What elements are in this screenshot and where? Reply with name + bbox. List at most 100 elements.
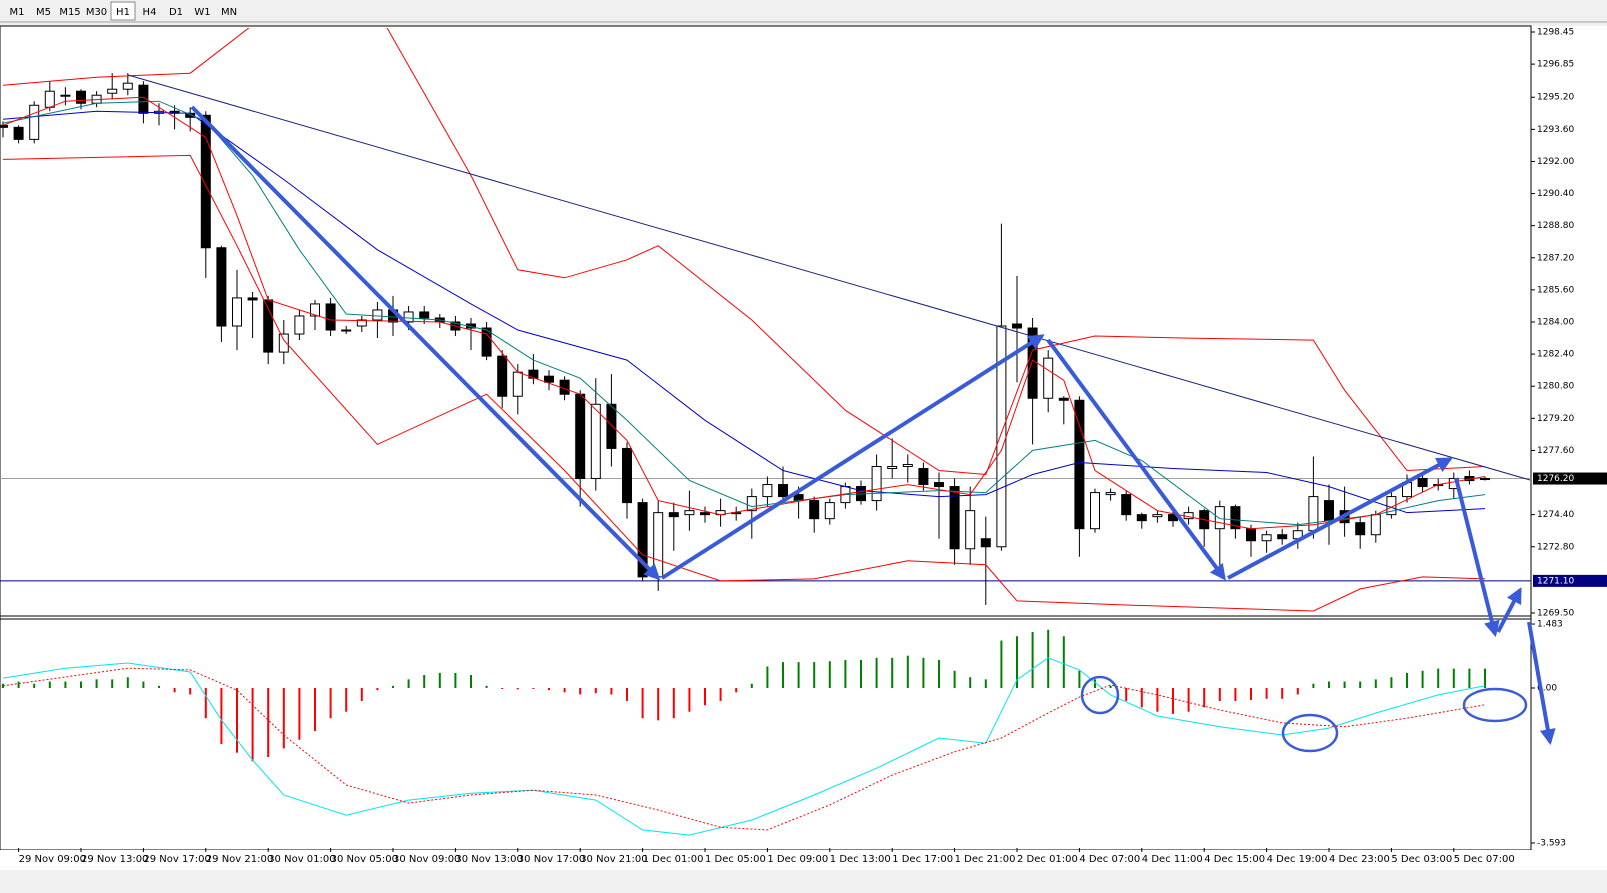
x-tick-label: 29 Nov 21:00 — [206, 854, 273, 865]
histogram-bar — [672, 688, 675, 719]
histogram-bar — [2, 683, 4, 689]
histogram-bar — [1047, 629, 1050, 689]
price-label-bg — [1533, 472, 1607, 485]
candle-body — [1012, 323, 1022, 329]
x-tick-label: 1 Dec 09:00 — [767, 854, 828, 865]
histogram-bar — [470, 675, 472, 689]
y-tick-label: 1284.00 — [1537, 318, 1574, 328]
histogram-bar — [80, 681, 82, 689]
y-tick-label: -3.593 — [1537, 838, 1566, 848]
histogram-bar — [95, 679, 98, 689]
candle-body — [1230, 506, 1241, 530]
y-tick-label: 1279.20 — [1537, 414, 1574, 424]
trend-line — [127, 74, 1531, 481]
indicator-line — [2, 667, 1486, 831]
y-tick-label: 1280.80 — [1537, 382, 1574, 392]
candle-body — [247, 297, 258, 301]
histogram-bar — [376, 688, 379, 691]
candle-body — [1277, 534, 1288, 540]
histogram-bar — [501, 688, 504, 690]
candle-body — [419, 311, 430, 319]
histogram-bar — [704, 688, 706, 706]
histogram-bar — [173, 688, 176, 693]
timeframe-button[interactable]: M30 — [86, 7, 107, 18]
candle-body — [44, 90, 55, 108]
histogram-bar — [891, 657, 894, 689]
candle-body — [1136, 514, 1147, 522]
candle-body — [13, 126, 24, 140]
histogram-bar — [1078, 670, 1081, 689]
histogram-bar — [1484, 668, 1486, 689]
candle-body — [1214, 506, 1225, 530]
timeframe-button[interactable]: MN — [221, 7, 237, 18]
candle-body — [325, 303, 336, 331]
y-tick-label: 1.483 — [1537, 620, 1563, 630]
histogram-bar — [766, 666, 769, 689]
y-tick-label: 1287.20 — [1537, 253, 1574, 263]
candle-body — [778, 484, 788, 498]
histogram-bar — [64, 681, 67, 689]
candle-body — [200, 114, 211, 249]
histogram-bar — [126, 677, 129, 689]
histogram-bar — [610, 688, 613, 695]
candle-body — [278, 333, 289, 353]
candle-body — [1355, 522, 1366, 536]
indicator-line — [2, 100, 1486, 526]
timeframe-button[interactable]: H1 — [116, 7, 130, 18]
histogram-bar — [1406, 672, 1408, 689]
histogram-bar — [329, 688, 332, 719]
timeframe-button[interactable]: M1 — [10, 7, 25, 18]
candle-body — [637, 502, 648, 578]
histogram-bar — [438, 672, 441, 689]
candle-body — [1058, 397, 1069, 401]
candle-body — [1417, 478, 1428, 488]
x-tick-label: 5 Dec 07:00 — [1454, 854, 1515, 865]
candle-body — [497, 355, 508, 397]
candle-body — [310, 303, 320, 317]
arrow — [1496, 587, 1522, 633]
histogram-bar — [626, 688, 628, 701]
x-tick-label: 4 Dec 07:00 — [1079, 854, 1140, 865]
y-tick-label: 0.00 — [1537, 684, 1557, 694]
histogram-bar — [17, 681, 20, 689]
timeframe-button[interactable]: D1 — [169, 7, 183, 18]
candle-body — [481, 327, 492, 357]
x-tick-label: 30 Nov 09:00 — [393, 854, 460, 865]
histogram-bar — [158, 685, 160, 689]
candle-body — [762, 484, 773, 498]
timeframe-button[interactable]: H4 — [143, 7, 157, 18]
histogram-bar — [735, 688, 738, 693]
histogram-bar — [1452, 668, 1455, 689]
histogram-bar — [828, 661, 831, 689]
y-tick-label: 1298.45 — [1537, 28, 1574, 38]
timeframe-button[interactable]: M15 — [59, 7, 80, 18]
timeframe-button[interactable]: M5 — [36, 7, 51, 18]
candle-body — [403, 311, 414, 323]
histogram-bar — [657, 688, 660, 721]
candle-body — [653, 512, 664, 578]
histogram-bar — [906, 655, 909, 689]
arrow — [1454, 477, 1500, 638]
histogram-bar — [1359, 681, 1362, 689]
indicator-line — [2, 657, 1486, 836]
candle-body — [824, 502, 835, 520]
annotations — [127, 74, 1556, 753]
x-tick-label: 1 Dec 13:00 — [830, 854, 891, 865]
timeframe-button[interactable]: W1 — [194, 7, 210, 18]
histogram-bar — [1374, 679, 1377, 689]
histogram-bar — [969, 677, 972, 689]
plot-bar — [2, 629, 1486, 836]
histogram-bar — [1281, 688, 1284, 699]
histogram-bar — [282, 688, 285, 749]
histogram-bar — [688, 688, 691, 712]
histogram-bar — [314, 688, 316, 732]
candle-body — [668, 512, 679, 518]
histogram-bar — [1312, 683, 1315, 689]
highlight-circle — [1281, 713, 1339, 753]
timeframe-toolbar: M1 M5 M15 M30 H1 H4 D1 W1 MN — [10, 1, 237, 21]
histogram-bar — [532, 688, 535, 690]
histogram-bar — [750, 683, 753, 689]
histogram-bar — [594, 688, 597, 694]
arrow — [1527, 621, 1556, 746]
